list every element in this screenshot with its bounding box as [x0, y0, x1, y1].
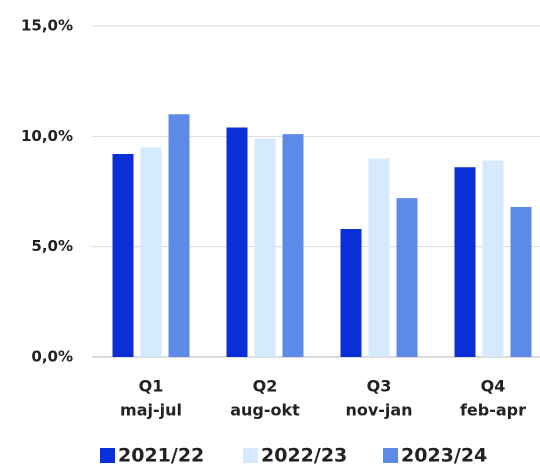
x-tick-label: aug-okt [230, 401, 300, 420]
legend-label: 2023/24 [401, 445, 487, 467]
legend-swatch [100, 448, 115, 463]
y-tick-label: 0,0% [31, 348, 73, 366]
x-tick-label: nov-jan [345, 401, 412, 420]
bar [340, 229, 362, 357]
legend-label: 2022/23 [261, 445, 347, 467]
x-tick-label: Q1 [139, 377, 164, 396]
legend-swatch [383, 448, 398, 463]
x-tick-label: maj-jul [120, 401, 182, 420]
x-tick-label: feb-apr [460, 401, 526, 420]
bar [396, 198, 418, 357]
bar [168, 114, 190, 358]
bar [112, 153, 134, 357]
bar [510, 206, 532, 357]
x-tick-label: Q4 [481, 377, 506, 396]
bar [226, 127, 248, 357]
bar [282, 134, 304, 357]
y-tick-label: 15,0% [21, 17, 73, 35]
bar [454, 167, 476, 357]
y-tick-label: 10,0% [21, 127, 73, 145]
bar [368, 158, 390, 357]
legend-label: 2021/22 [118, 445, 204, 467]
bar [254, 138, 276, 357]
bar [140, 147, 162, 357]
x-tick-label: Q2 [253, 377, 278, 396]
legend-swatch [243, 448, 258, 463]
y-tick-label: 5,0% [31, 237, 73, 255]
x-tick-label: Q3 [367, 377, 392, 396]
bar [482, 160, 504, 357]
